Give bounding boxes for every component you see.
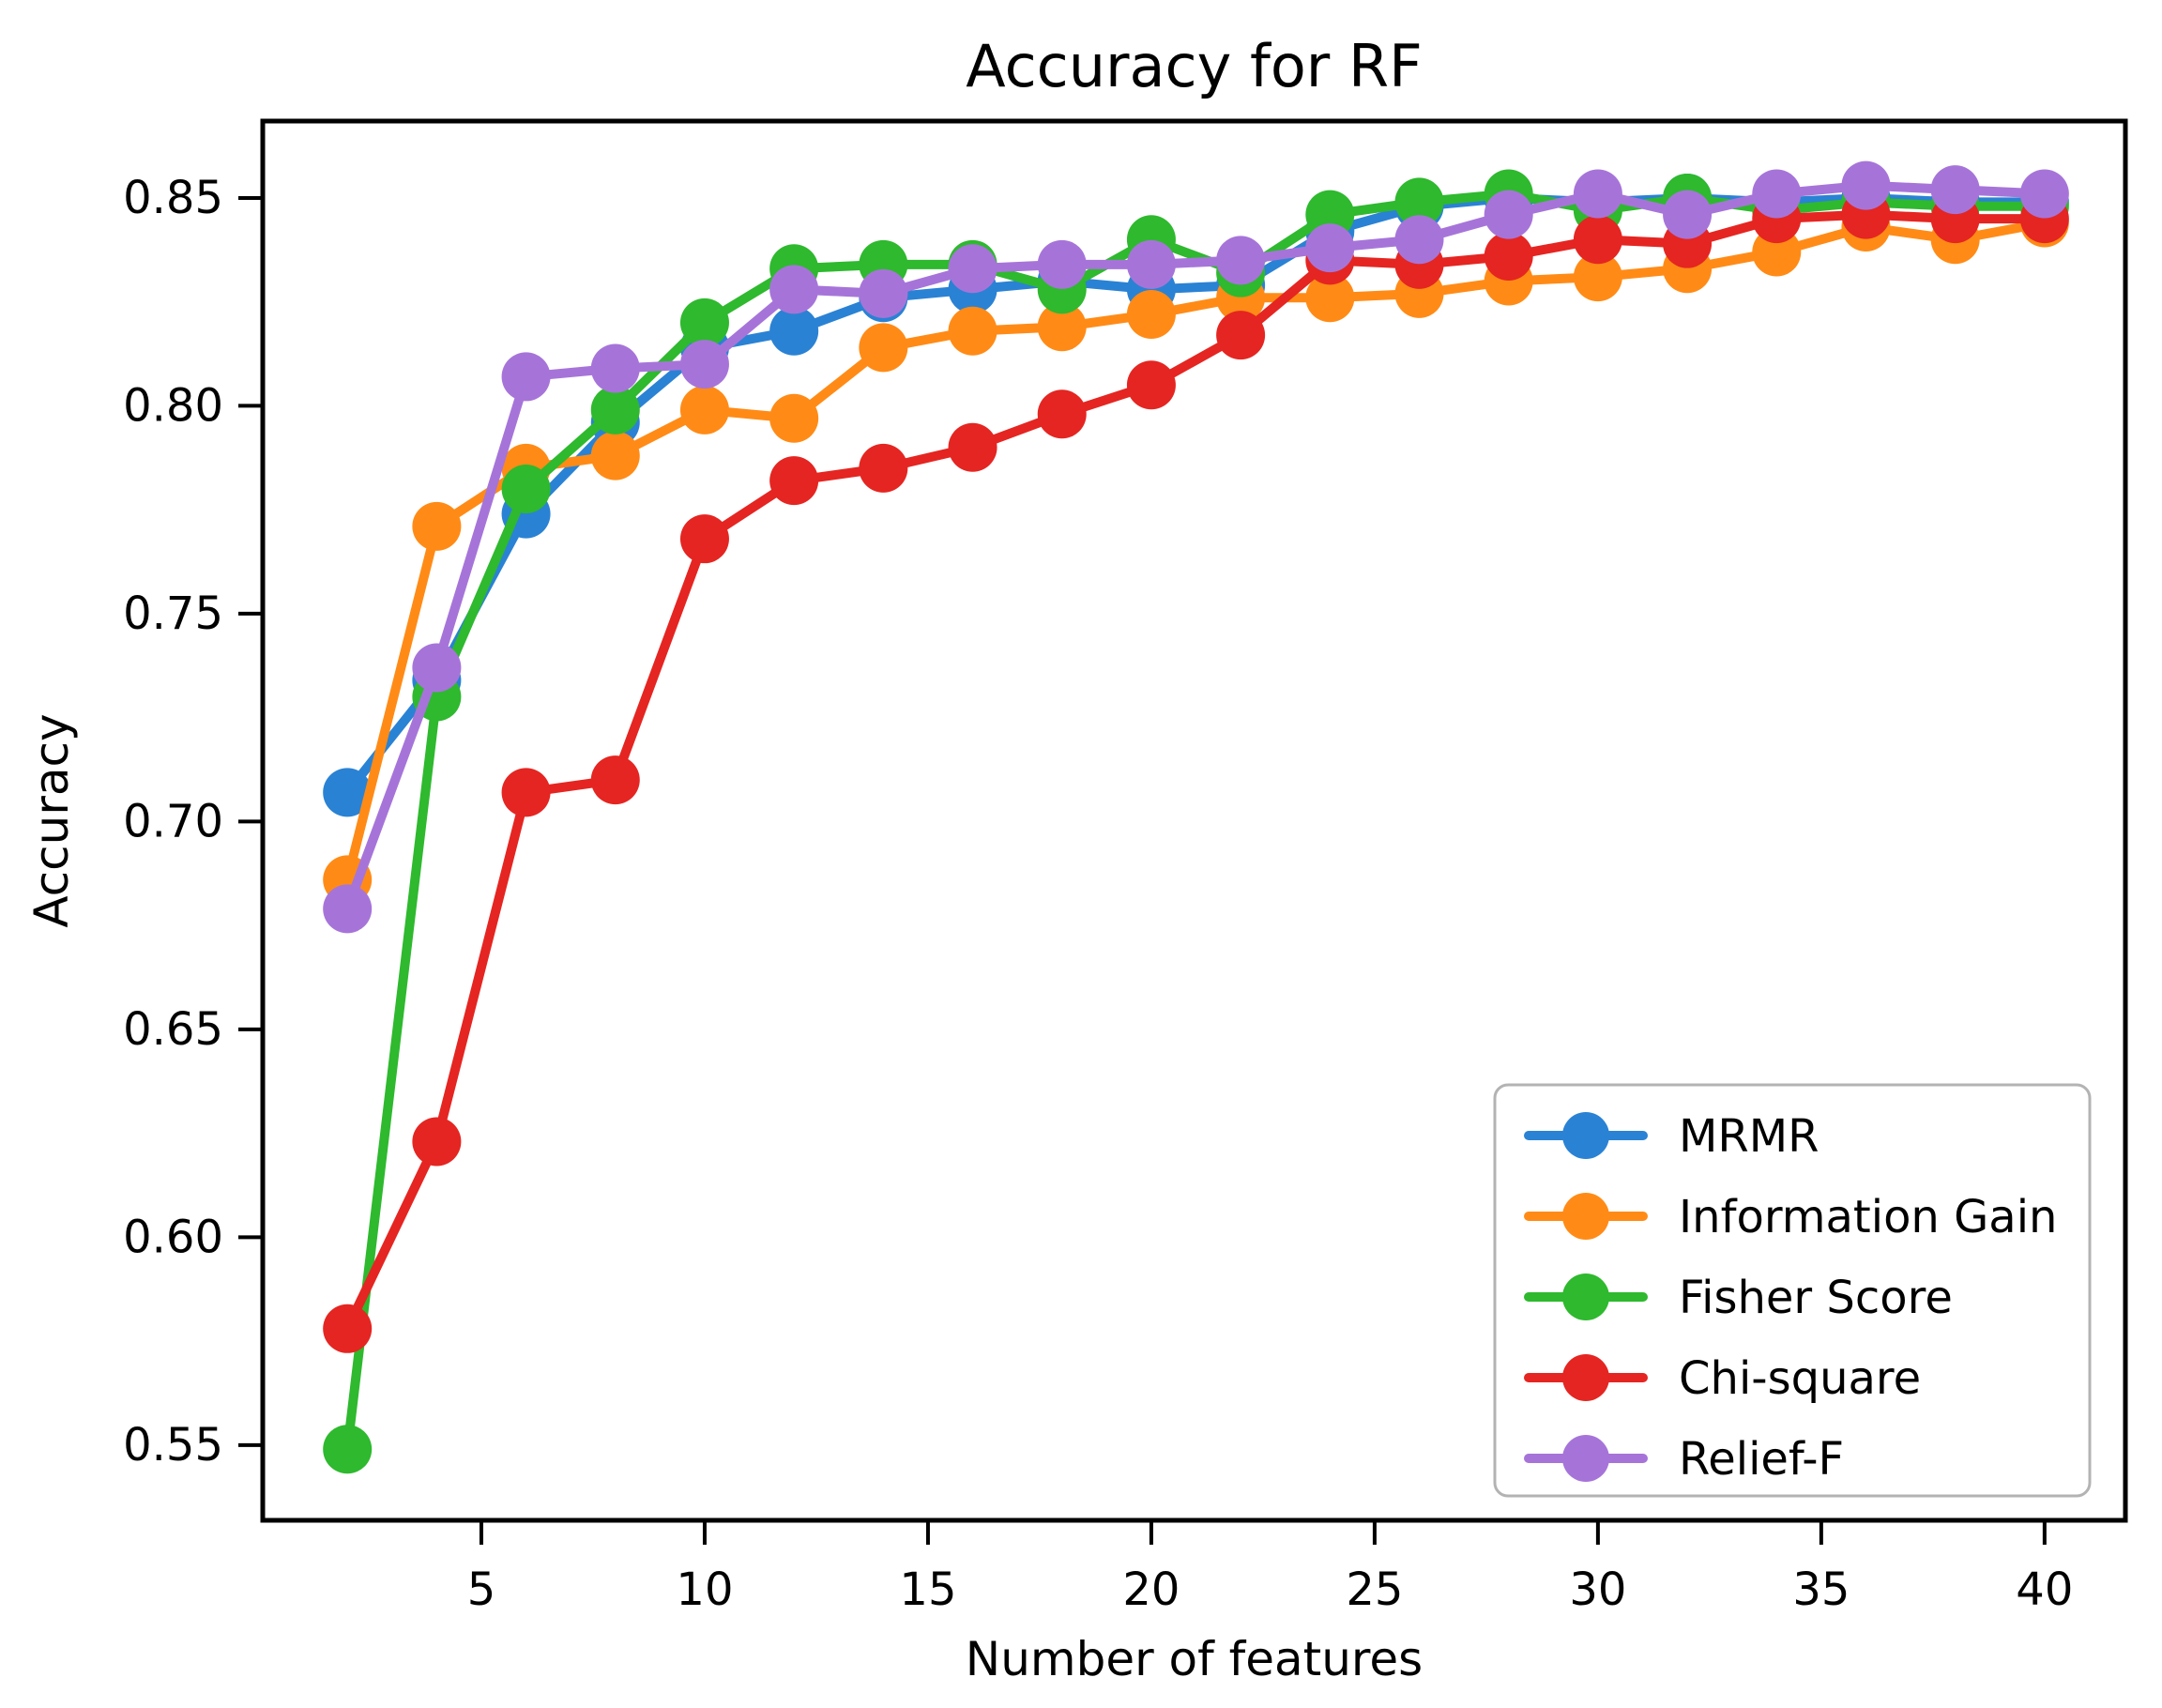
data-point-fisher-score — [590, 385, 640, 435]
data-point-relief-f — [501, 352, 551, 402]
data-point-chi-square — [769, 456, 819, 506]
data-point-chi-square — [948, 422, 997, 472]
x-axis-label: Number of features — [966, 1632, 1423, 1686]
y-tick-label: 0.65 — [123, 1003, 223, 1056]
data-point-mrmr — [769, 306, 819, 356]
y-tick-label: 0.70 — [123, 795, 223, 847]
x-tick-label: 35 — [1792, 1563, 1850, 1616]
legend-label-relief-f: Relief-F — [1679, 1433, 1844, 1486]
data-point-relief-f — [323, 884, 373, 934]
legend-marker-fisher-score — [1562, 1273, 1609, 1320]
data-point-information-gain — [859, 323, 908, 373]
legend-label-information-gain: Information Gain — [1679, 1191, 2057, 1243]
data-point-relief-f — [590, 343, 640, 393]
axes-border — [260, 118, 2128, 1523]
data-point-relief-f — [1126, 239, 1176, 289]
data-point-relief-f — [1394, 215, 1444, 265]
data-point-relief-f — [1841, 160, 1891, 210]
data-point-information-gain — [679, 385, 729, 435]
legend-marker-information-gain — [1562, 1193, 1609, 1240]
data-point-information-gain — [590, 431, 640, 480]
y-tick-label: 0.80 — [123, 379, 223, 432]
x-tick-label: 30 — [1569, 1563, 1626, 1616]
data-point-information-gain — [1037, 302, 1087, 352]
legend-entry-chi-square: Chi-square — [1524, 1352, 1921, 1405]
x-tick-label: 40 — [2016, 1563, 2073, 1616]
data-point-relief-f — [1037, 239, 1087, 289]
data-point-chi-square — [1216, 311, 1266, 360]
data-point-information-gain — [412, 501, 462, 551]
legend-marker-chi-square — [1562, 1354, 1609, 1401]
data-point-mrmr — [323, 768, 373, 817]
data-point-relief-f — [679, 340, 729, 389]
y-axis-label: Accuracy — [24, 713, 79, 927]
data-point-relief-f — [2019, 169, 2069, 219]
data-point-information-gain — [769, 393, 819, 443]
legend: MRMR Information Gain Fisher Score Chi-squa… — [1493, 1083, 2092, 1498]
data-point-fisher-score — [501, 465, 551, 514]
x-tick-label: 10 — [676, 1563, 733, 1616]
legend-entry-fisher-score: Fisher Score — [1524, 1272, 1953, 1324]
data-point-information-gain — [1573, 252, 1622, 302]
legend-entry-information-gain: Information Gain — [1524, 1191, 2057, 1243]
data-point-relief-f — [1484, 190, 1533, 239]
legend-entry-relief-f: Relief-F — [1524, 1433, 1844, 1486]
data-point-relief-f — [1930, 165, 1980, 215]
data-point-chi-square — [859, 443, 908, 493]
x-tick-label: 15 — [899, 1563, 956, 1616]
y-tick-label: 0.60 — [123, 1211, 223, 1263]
legend-marker-relief-f — [1562, 1435, 1609, 1482]
data-point-information-gain — [948, 306, 997, 356]
data-point-chi-square — [1126, 360, 1176, 410]
data-point-relief-f — [1573, 169, 1622, 219]
legend-entry-mrmr: MRMR — [1524, 1110, 1819, 1163]
data-point-chi-square — [1573, 215, 1622, 265]
data-point-relief-f — [1663, 190, 1713, 239]
x-tick-label: 25 — [1346, 1563, 1403, 1616]
data-point-chi-square — [323, 1304, 373, 1353]
data-point-information-gain — [1126, 289, 1176, 339]
data-point-chi-square — [1484, 231, 1533, 281]
legend-box — [1493, 1083, 2092, 1498]
legend-label-mrmr: MRMR — [1679, 1110, 1819, 1163]
data-point-relief-f — [948, 244, 997, 294]
data-point-fisher-score — [679, 297, 729, 347]
data-point-chi-square — [412, 1117, 462, 1167]
x-tick-label: 5 — [467, 1563, 496, 1616]
data-point-information-gain — [1305, 273, 1355, 323]
data-point-fisher-score — [323, 1425, 373, 1474]
y-tick-label: 0.55 — [123, 1419, 223, 1472]
legend-label-chi-square: Chi-square — [1679, 1352, 1921, 1405]
data-point-chi-square — [679, 514, 729, 564]
data-point-relief-f — [769, 265, 819, 314]
data-point-relief-f — [412, 643, 462, 693]
data-point-relief-f — [1216, 236, 1266, 285]
data-point-chi-square — [1037, 389, 1087, 439]
legend-label-fisher-score: Fisher Score — [1679, 1272, 1953, 1324]
data-point-relief-f — [859, 268, 908, 318]
data-point-fisher-score — [1394, 177, 1444, 227]
x-tick-label: 20 — [1122, 1563, 1180, 1616]
data-point-chi-square — [590, 755, 640, 805]
chart-title: Accuracy for RF — [966, 32, 1422, 100]
legend-marker-mrmr — [1562, 1112, 1609, 1159]
data-point-chi-square — [501, 768, 551, 817]
y-tick-label: 0.75 — [123, 587, 223, 640]
data-point-relief-f — [1305, 223, 1355, 273]
series-relief-f — [323, 160, 2069, 934]
y-tick-label: 0.85 — [123, 172, 223, 224]
data-point-relief-f — [1752, 169, 1802, 219]
